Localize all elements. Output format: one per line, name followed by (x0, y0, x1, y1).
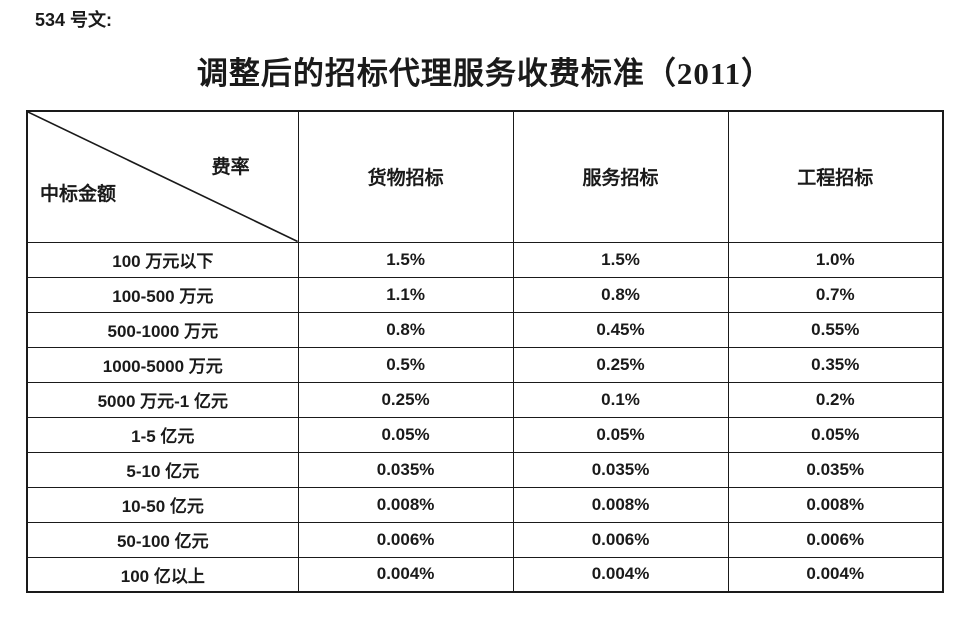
goods-rate-cell: 0.008% (297, 486, 514, 523)
column-header-engineering: 工程招标 (727, 110, 944, 243)
document-number-label: 534 号文: (35, 10, 113, 30)
diagonal-header-cell: 费率 中标金额 (26, 110, 299, 243)
service-rate-cell: 0.035% (512, 451, 729, 488)
engineering-rate-cell: 0.004% (727, 556, 944, 593)
goods-rate-cell: 0.5% (297, 346, 514, 383)
service-rate-cell: 0.006% (512, 521, 729, 558)
engineering-rate-cell: 1.0% (727, 241, 944, 278)
corner-label-rate: 费率 (211, 157, 250, 178)
amount-cell: 1-5 亿元 (26, 416, 299, 453)
goods-rate-cell: 1.5% (297, 241, 514, 278)
goods-rate-cell: 0.8% (297, 311, 514, 348)
engineering-rate-cell: 0.05% (727, 416, 944, 453)
service-rate-cell: 0.45% (512, 311, 729, 348)
goods-rate-cell: 0.05% (297, 416, 514, 453)
corner-label-amount: 中标金额 (40, 183, 117, 205)
service-rate-cell: 1.5% (512, 241, 729, 278)
service-rate-cell: 0.05% (512, 416, 729, 453)
table-row: 500-1000 万元 0.8% 0.45% 0.55% (26, 311, 944, 348)
service-rate-cell: 0.25% (512, 346, 729, 383)
amount-cell: 10-50 亿元 (26, 486, 299, 523)
table-row: 50-100 亿元 0.006% 0.006% 0.006% (26, 521, 944, 558)
column-header-service: 服务招标 (512, 110, 729, 243)
amount-cell: 500-1000 万元 (26, 311, 299, 348)
amount-cell: 1000-5000 万元 (26, 346, 299, 383)
page-title: 调整后的招标代理服务收费标准（2011） (196, 56, 774, 91)
engineering-rate-cell: 0.35% (727, 346, 944, 383)
table-row: 100 亿以上 0.004% 0.004% 0.004% (26, 556, 944, 593)
table-header-row: 费率 中标金额 货物招标 服务招标 工程招标 (26, 110, 944, 243)
amount-cell: 100 万元以下 (26, 241, 299, 278)
goods-rate-cell: 0.006% (297, 521, 514, 558)
engineering-rate-cell: 0.006% (727, 521, 944, 558)
table-row: 5-10 亿元 0.035% 0.035% 0.035% (26, 451, 944, 488)
goods-rate-cell: 1.1% (297, 276, 514, 313)
service-rate-cell: 0.8% (512, 276, 729, 313)
service-rate-cell: 0.1% (512, 381, 729, 418)
table-row: 5000 万元-1 亿元 0.25% 0.1% 0.2% (26, 381, 944, 418)
goods-rate-cell: 0.004% (297, 556, 514, 593)
table-row: 1000-5000 万元 0.5% 0.25% 0.35% (26, 346, 944, 383)
engineering-rate-cell: 0.035% (727, 451, 944, 488)
diagonal-line (28, 112, 298, 242)
engineering-rate-cell: 0.2% (727, 381, 944, 418)
table-row: 1-5 亿元 0.05% 0.05% 0.05% (26, 416, 944, 453)
engineering-rate-cell: 0.008% (727, 486, 944, 523)
table-row: 100 万元以下 1.5% 1.5% 1.0% (26, 241, 944, 278)
amount-cell: 100-500 万元 (26, 276, 299, 313)
table-row: 10-50 亿元 0.008% 0.008% 0.008% (26, 486, 944, 523)
amount-cell: 5000 万元-1 亿元 (26, 381, 299, 418)
amount-cell: 100 亿以上 (26, 556, 299, 593)
goods-rate-cell: 0.25% (297, 381, 514, 418)
engineering-rate-cell: 0.7% (727, 276, 944, 313)
service-rate-cell: 0.004% (512, 556, 729, 593)
engineering-rate-cell: 0.55% (727, 311, 944, 348)
goods-rate-cell: 0.035% (297, 451, 514, 488)
table-row: 100-500 万元 1.1% 0.8% 0.7% (26, 276, 944, 313)
service-rate-cell: 0.008% (512, 486, 729, 523)
column-header-goods: 货物招标 (297, 110, 514, 243)
fee-rate-table: 费率 中标金额 货物招标 服务招标 工程招标 100 万元以下 1.5% 1.5… (26, 110, 944, 593)
amount-cell: 5-10 亿元 (26, 451, 299, 488)
amount-cell: 50-100 亿元 (26, 521, 299, 558)
